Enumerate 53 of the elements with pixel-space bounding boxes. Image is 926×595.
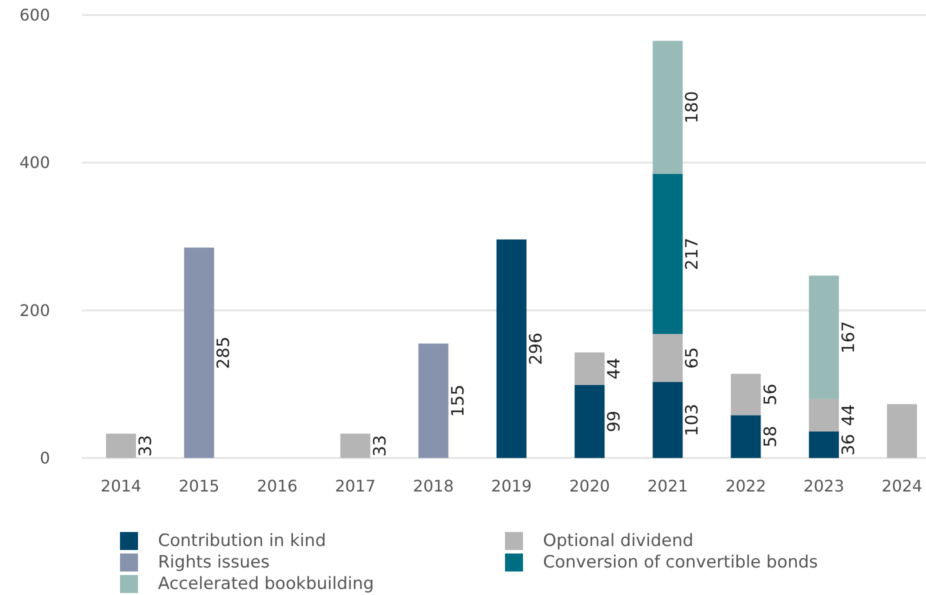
bar: [808, 398, 839, 432]
bar: [496, 239, 526, 458]
legend-label: Contribution in kind: [158, 531, 326, 551]
bar: [574, 384, 605, 458]
x-tick-label: 2019: [491, 476, 532, 496]
bar: [808, 431, 839, 458]
data-label: 296: [526, 332, 546, 365]
bar: [730, 415, 761, 458]
x-tick-label: 2022: [725, 476, 766, 496]
y-tick-label: 600: [19, 6, 50, 24]
bar: [574, 352, 605, 385]
bar: [652, 334, 683, 382]
data-label: 103: [682, 404, 703, 436]
data-label: 285: [214, 336, 234, 370]
data-label: 36: [838, 434, 859, 456]
legend-label: Rights issues: [158, 552, 270, 572]
legend-label: Conversion of convertible bonds: [543, 552, 818, 572]
data-label: 58: [760, 426, 781, 448]
data-label: 180: [682, 91, 703, 124]
bar: [808, 276, 839, 399]
x-tick-label: 2016: [256, 476, 298, 496]
bar: [652, 382, 683, 458]
bar: [652, 174, 683, 334]
x-tick-label: 2021: [647, 476, 688, 496]
bar: [418, 344, 448, 458]
data-label: 167: [838, 321, 859, 354]
data-label: 155: [448, 384, 468, 418]
data-label: 44: [838, 404, 859, 426]
data-label: 99: [604, 410, 625, 432]
bar: [106, 434, 136, 458]
x-tick-label: 2017: [334, 476, 376, 496]
x-tick-label: 2020: [569, 476, 610, 496]
y-tick-label: 0: [40, 448, 50, 468]
x-tick-label: 2018: [413, 476, 454, 496]
x-tick-label: 2015: [178, 476, 220, 496]
y-tick-label: 400: [19, 153, 50, 172]
bar: [652, 40, 683, 174]
data-label: 56: [760, 384, 781, 406]
bar: [887, 404, 917, 458]
legend-label: Accelerated bookbuilding: [158, 574, 374, 594]
x-tick-label: 2023: [804, 476, 844, 496]
x-tick-label: 2024: [882, 476, 922, 496]
y-tick-label: 200: [19, 300, 50, 320]
bar: [184, 248, 214, 458]
data-label: 33: [136, 434, 156, 457]
data-label: 33: [370, 434, 390, 457]
x-tick-label: 2014: [100, 476, 142, 496]
bar: [730, 374, 761, 416]
data-label: 65: [682, 347, 703, 369]
data-label: 44: [604, 358, 625, 380]
bar: [340, 434, 370, 458]
data-label: 217: [682, 238, 703, 270]
legend-label: Optional dividend: [543, 531, 694, 551]
